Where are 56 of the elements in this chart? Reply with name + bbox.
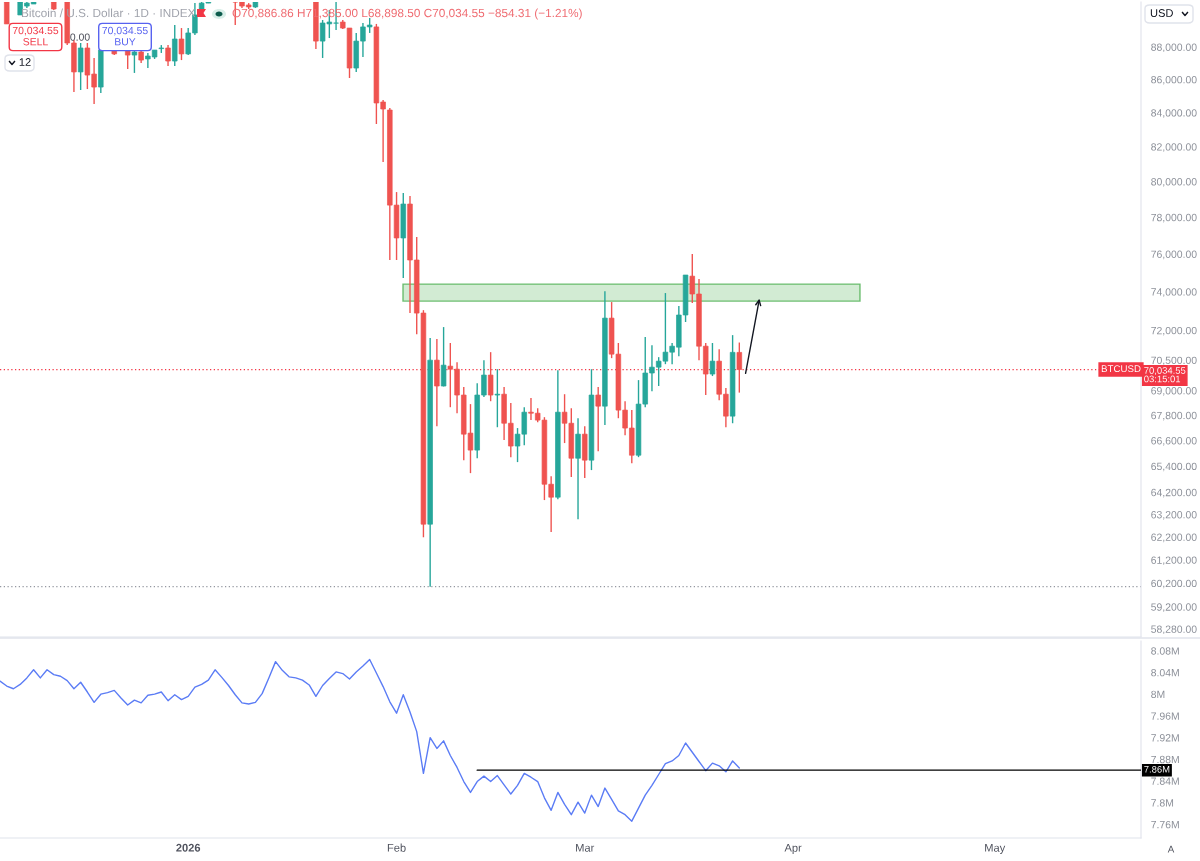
y-tick-label: 82,000.00 — [1151, 143, 1197, 152]
y-tick-label: 67,800.00 — [1151, 411, 1197, 421]
y-tick-label: 76,000.00 — [1151, 250, 1197, 260]
line-series — [0, 658, 741, 822]
y-tick-label: 78,000.00 — [1151, 213, 1197, 223]
y-tick-label: 8.04M — [1151, 668, 1179, 677]
candlestick — [4, 2, 10, 25]
x-tick-label: Apr — [784, 843, 802, 854]
candlestick — [595, 386, 601, 452]
y-tick-label: 7.92M — [1151, 734, 1179, 742]
y-tick-label: 7.8M — [1151, 799, 1174, 807]
y-tick-label: 59,200.00 — [1151, 603, 1197, 612]
candlestick — [736, 341, 743, 394]
x-tick-label: Mar — [576, 843, 595, 852]
candlestick — [487, 351, 494, 402]
annotation: 70,034.55 03:15:01 — [1144, 367, 1186, 383]
y-tick-label: 65,400.00 — [1151, 462, 1197, 472]
y-tick-label: 64,200.00 — [1151, 488, 1197, 498]
annotation: 70,034.55 BUY — [102, 26, 148, 46]
y-tick-label: 63,200.00 — [1151, 511, 1197, 520]
y-tick-label: 69,000.00 — [1151, 387, 1197, 396]
annotation: 70,034.55 SELL — [12, 26, 59, 46]
candlestick — [709, 342, 716, 377]
y-tick-label: 60,200.00 — [1151, 579, 1197, 589]
text: USD — [1150, 9, 1173, 17]
y-tick-label: 86,000.00 — [1151, 75, 1197, 85]
candlestick — [494, 368, 501, 428]
annotation: 7.86M — [1144, 766, 1170, 773]
y-tick-label: 7.84M — [1151, 777, 1179, 785]
y-tick-label: 84,000.00 — [1151, 109, 1197, 118]
y-tick-label: 74,000.00 — [1151, 288, 1197, 297]
y-tick-label: 70,500.00 — [1151, 356, 1197, 366]
candlestick — [178, 27, 185, 61]
candlestick — [440, 326, 447, 388]
y-tick-label: 72,000.00 — [1151, 326, 1197, 336]
y-tick-label: 62,200.00 — [1151, 533, 1197, 543]
y-tick-label: 7.88M — [1151, 755, 1179, 764]
y-tick-label: 7.96M — [1151, 712, 1179, 720]
y-tick-label: 61,200.00 — [1151, 556, 1197, 566]
y-tick-label: 88,000.00 — [1151, 43, 1197, 53]
candlestick — [172, 24, 178, 67]
x-tick-label: May — [985, 843, 1006, 854]
text: A — [1167, 845, 1175, 853]
x-tick-label: 2026 — [176, 843, 201, 852]
annotation: 12 — [19, 58, 31, 66]
y-tick-label: 8M — [1151, 690, 1165, 699]
x-tick-label: Feb — [387, 843, 406, 852]
candlestick — [165, 44, 171, 67]
y-tick-label: 80,000.00 — [1151, 178, 1197, 187]
y-tick-label: 7.76M — [1151, 820, 1179, 829]
y-tick-label: 8.08M — [1151, 647, 1179, 655]
ref-line-label: BTCUSD — [1101, 365, 1141, 373]
annotation: 0.00 — [70, 33, 90, 41]
candlestick — [77, 42, 84, 91]
y-tick-label: 66,600.00 — [1151, 437, 1197, 446]
y-tick-label: 58,280.00 — [1151, 625, 1197, 635]
